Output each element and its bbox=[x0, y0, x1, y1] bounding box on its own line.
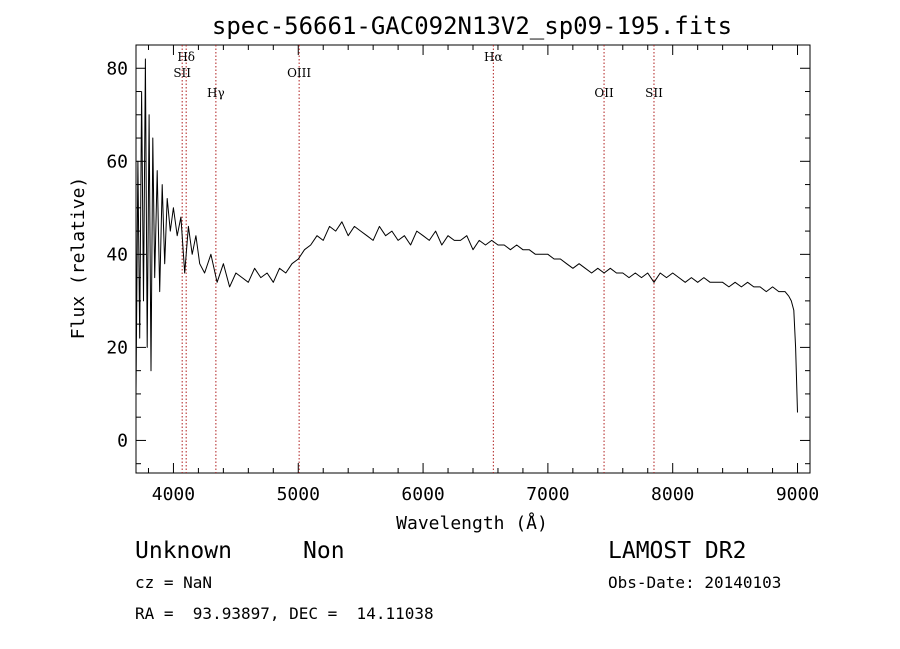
sky-coordinates: RA = 93.93897, DEC = 14.11038 bbox=[135, 604, 434, 623]
y-axis-label: Flux (relative) bbox=[68, 177, 89, 340]
emission-line-label: Hα bbox=[484, 50, 503, 64]
x-tick-label: 9000 bbox=[776, 484, 819, 505]
x-tick-label: 6000 bbox=[401, 484, 444, 505]
emission-line-label: Hδ bbox=[177, 50, 195, 64]
chart-title: spec-56661-GAC092N13V2_sp09-195.fits bbox=[212, 12, 732, 40]
y-tick-label: 80 bbox=[106, 58, 128, 79]
emission-line-label: Hγ bbox=[207, 86, 225, 100]
x-tick-label: 7000 bbox=[526, 484, 569, 505]
object-subclass: Non bbox=[303, 538, 345, 564]
axis-ticks: 4000 5000 6000 7000 8000 9000 0 20 40 60 80 bbox=[106, 44, 819, 505]
y-tick-label: 40 bbox=[106, 244, 128, 265]
y-tick-label: 60 bbox=[106, 151, 128, 172]
emission-line-label: OII bbox=[594, 86, 614, 100]
emission-line-label: OIII bbox=[287, 66, 311, 80]
emission-line-markers: Hδ SII Hγ OIII Hα OII SII bbox=[173, 45, 663, 473]
x-axis-label: Wavelength (Å) bbox=[396, 512, 548, 534]
spectrum-line bbox=[135, 58, 798, 413]
redshift-cz: cz = NaN bbox=[135, 573, 213, 592]
survey-name: LAMOST DR2 bbox=[608, 538, 747, 564]
y-tick-label: 20 bbox=[106, 337, 128, 358]
x-tick-label: 5000 bbox=[277, 484, 320, 505]
plot-frame bbox=[135, 44, 811, 474]
emission-line-label: SII bbox=[173, 66, 191, 80]
object-class: Unknown bbox=[135, 538, 232, 564]
observation-date: Obs-Date: 20140103 bbox=[608, 573, 782, 592]
plot-border bbox=[135, 44, 811, 474]
x-tick-label: 4000 bbox=[152, 484, 195, 505]
spectrum-series bbox=[135, 58, 798, 413]
y-tick-label: 0 bbox=[117, 430, 128, 451]
emission-line-label: SII bbox=[645, 86, 663, 100]
x-tick-label: 8000 bbox=[651, 484, 694, 505]
